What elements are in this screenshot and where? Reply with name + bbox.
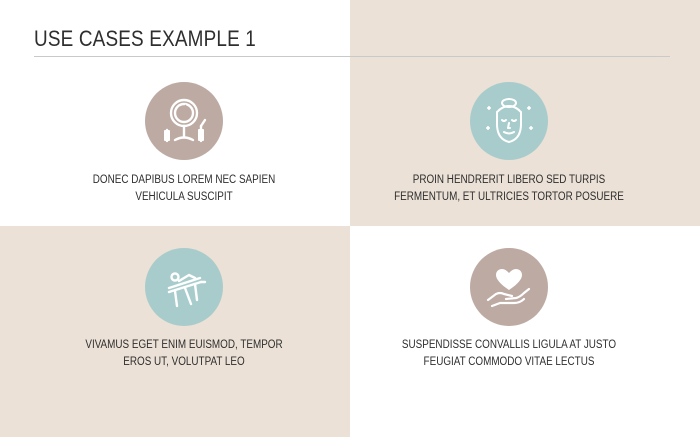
face-care-icon <box>470 82 548 160</box>
case-3-caption: VIVAMUS EGET ENIM EUISMOD, TEMPOR EROS U… <box>85 339 283 368</box>
vanity-mirror-icon <box>145 82 223 160</box>
massage-table-icon <box>145 248 223 326</box>
case-1-caption: DONEC DAPIBUS LOREM NEC SAPIEN VEHICULA … <box>92 174 276 203</box>
title-divider <box>34 56 670 57</box>
page-title: USE CASES EXAMPLE 1 <box>34 26 256 51</box>
heart-in-hand-icon <box>470 248 548 326</box>
case-4-caption: SUSPENDISSE CONVALLIS LIGULA AT JUSTO FE… <box>401 339 617 368</box>
case-2-caption: PROIN HENDRERIT LIBERO SED TURPIS FERMEN… <box>394 174 624 203</box>
